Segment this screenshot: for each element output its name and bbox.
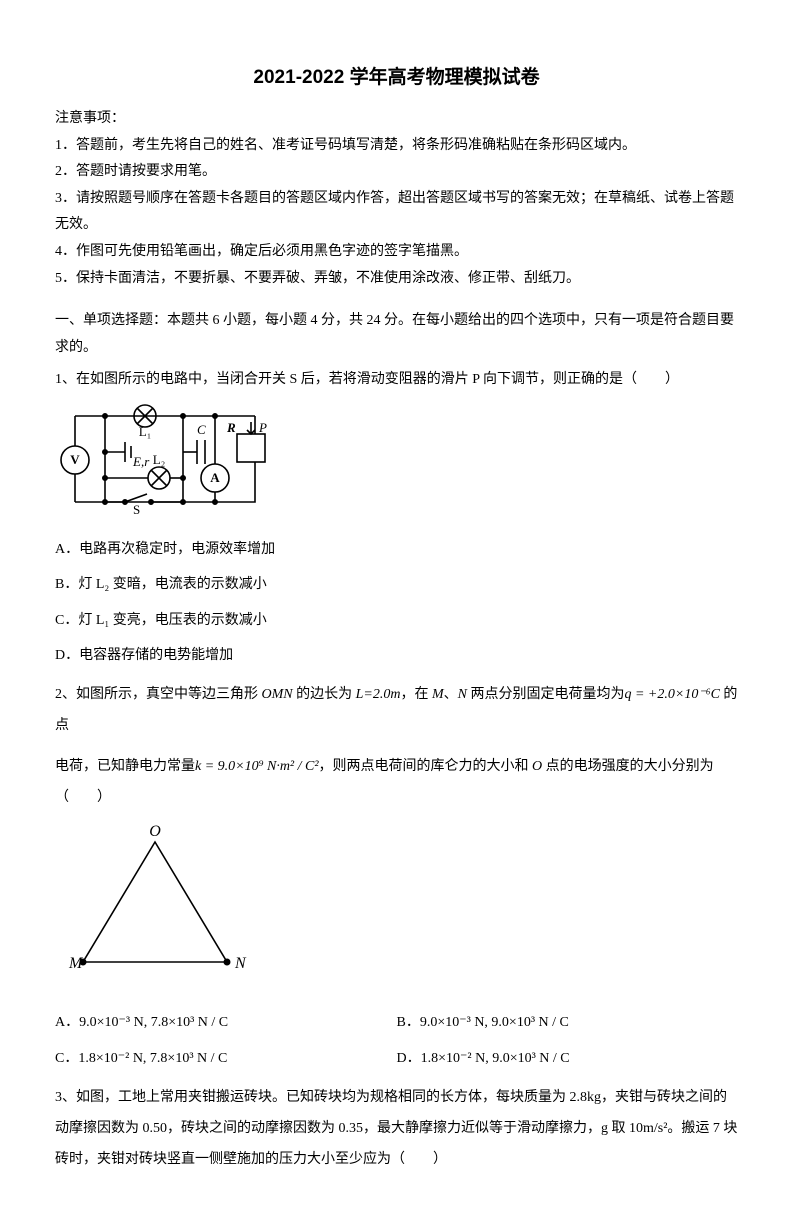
tri-M: M [68,955,84,972]
q2-opt-A: A．9.0×10⁻³ N, 7.8×10³ N / C [55,1008,397,1037]
section-1-head: 一、单项选择题：本题共 6 小题，每小题 4 分，共 24 分。在每小题给出的四… [55,308,738,361]
q1-opt-B: B．灯 L₂ 变暗，电流表的示数减小 [55,570,738,599]
q2-t6: 电荷，已知静电力常量 [55,759,195,774]
label-L2: L₂ [153,452,165,467]
q2-stem-line1: 2、如图所示，真空中等边三角形 OMN 的边长为 L=2.0m，在 M、N 两点… [55,680,738,742]
notice-1: 1．答题前，考生先将自己的姓名、准考证号码填写清楚，将条形码准确粘贴在条形码区域… [55,133,738,160]
label-C: C [197,422,206,437]
q2-triangle-figure: O M N [55,822,738,993]
q1-opt-D: D．电容器存储的电势能增加 [55,641,738,670]
q2-N: N [458,687,467,702]
q2-opt-C: C．1.8×10⁻² N, 7.8×10³ N / C [55,1044,397,1073]
label-L1: L₁ [139,424,151,439]
tri-N: N [234,955,247,972]
notice-4: 4．作图可先使用铅笔画出，确定后必须用黑色字迹的签字笔描黑。 [55,239,738,266]
tri-O: O [149,823,161,840]
q2-t2: 的边长为 [293,687,356,702]
label-R: R [226,420,236,435]
q2-t7: ，则两点电荷间的库仑力的大小和 [319,759,533,774]
page-title: 2021-2022 学年高考物理模拟试卷 [55,60,738,96]
q1-opt-A: A．电路再次稳定时，电源效率增加 [55,535,738,564]
label-V: V [70,452,80,467]
q2-opt-D: D．1.8×10⁻² N, 9.0×10³ N / C [397,1044,739,1073]
q2-t3: ，在 [400,687,432,702]
notice-5: 5．保持卡面清洁，不要折暴、不要弄破、弄皱，不准使用涂改液、修正带、刮纸刀。 [55,266,738,293]
q1-opt-C: C．灯 L₁ 变亮，电压表的示数减小 [55,606,738,635]
label-P: P [258,420,267,435]
q2-OMN: OMN [262,687,293,702]
q1-circuit-figure: V L₁ E,r S L₂ C R P A [55,404,738,525]
q2-t4: 两点分别固定电荷量均为 [467,687,625,702]
notice-3: 3．请按照题号顺序在答题卡各题目的答题区域内作答，超出答题区域书写的答案无效；在… [55,186,738,239]
q2-O: O [532,759,542,774]
notice-2: 2．答题时请按要求用笔。 [55,159,738,186]
q2-stem-line2: 电荷，已知静电力常量k = 9.0×10⁹ N·m² / C²，则两点电荷间的库… [55,752,738,814]
label-S: S [133,502,140,514]
q2-M: M [432,687,444,702]
q2-t1: 2、如图所示，真空中等边三角形 [55,687,262,702]
q2-L: L=2.0m [356,687,401,702]
q2-q: q = +2.0×10⁻⁶C [624,687,719,702]
q2-k: k = 9.0×10⁹ N·m² / C² [195,759,319,774]
notice-head: 注意事项： [55,106,738,133]
q2-opt-B: B．9.0×10⁻³ N, 9.0×10³ N / C [397,1008,739,1037]
q3-stem: 3、如图，工地上常用夹钳搬运砖块。已知砖块均为规格相同的长方体，每块质量为 2.… [55,1083,738,1175]
q1-stem: 1、在如图所示的电路中，当闭合开关 S 后，若将滑动变阻器的滑片 P 向下调节，… [55,365,738,396]
label-A: A [210,470,220,485]
label-E: E,r [132,454,150,469]
